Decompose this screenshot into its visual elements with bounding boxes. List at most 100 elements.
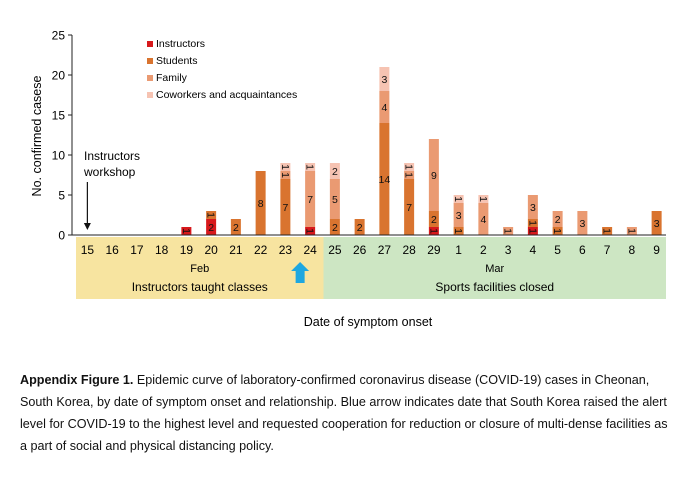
alert-level-arrow-icon [291,262,310,283]
bar-value-label: 9 [431,170,437,182]
bar-value-label: 1 [625,228,637,234]
legend: Instructors Students Family Coworkers and a… [147,38,297,101]
bar-value-label: 8 [258,198,264,210]
bar-value-label: 1 [304,164,316,170]
bar-students-29 [428,211,439,227]
y-tick-label: 0 [58,229,65,243]
bar-students-5 [552,227,563,235]
x-tick-label: 4 [530,243,537,257]
bar-value-label: 1 [452,196,464,202]
legend-label-3: Coworkers and acquaintances [156,89,297,101]
period-band-0 [76,237,324,299]
bar-students-20 [206,211,217,219]
bar-coworkers-27 [379,67,390,91]
bar-value-label: 1 [403,172,415,178]
bar-family-29 [428,139,439,211]
bar-coworkers-2 [478,195,489,203]
x-tick-label: 21 [229,243,243,257]
x-tick-label: 9 [653,243,660,257]
bar-instructors-4 [527,227,538,235]
bar-value-label: 1 [452,228,464,234]
x-axis-title: Date of symptom onset [304,315,433,329]
bar-family-8 [626,227,637,235]
bar-value-label: 1 [502,228,514,234]
bar-students-22 [255,171,266,235]
bar-family-25 [329,179,340,219]
x-tick-label: 2 [480,243,487,257]
period-bands: Instructors taught classes Sports facilit… [76,237,666,299]
bar-family-3 [503,227,514,235]
workshop-arrow-head [83,223,91,230]
bar-value-label: 7 [307,194,313,206]
bar-coworkers-1 [453,195,464,203]
bar-students-1 [453,227,464,235]
legend-swatch-3 [147,92,153,98]
period-band-1 [323,237,666,299]
bar-value-label: 7 [282,202,288,214]
bar-value-label: 4 [480,214,486,226]
y-tick-label: 10 [52,149,66,163]
x-tick-label: 22 [254,243,268,257]
bar-family-1 [453,203,464,227]
bar-value-label: 1 [304,228,316,234]
bar-students-4 [527,219,538,227]
legend-label-2: Family [156,72,188,84]
bar-coworkers-24 [305,163,316,171]
x-tick-label: 26 [353,243,367,257]
bar-students-23 [280,179,291,235]
y-tick-label: 15 [52,109,66,123]
bar-family-28 [404,171,415,179]
bar-students-25 [329,219,340,235]
bar-students-28 [404,179,415,235]
x-tick-label: 17 [130,243,144,257]
x-tick-label: 1 [455,243,462,257]
x-tick-label: 27 [378,243,392,257]
bar-students-26 [354,219,365,235]
x-tick-label: 16 [105,243,119,257]
bar-students-21 [230,219,241,235]
x-tick-label: 6 [579,243,586,257]
bar-value-label: 2 [233,222,239,234]
bar-students-27 [379,123,390,235]
bar-value-label: 1 [279,172,291,178]
month-label-feb: Feb [190,263,209,275]
x-tick-label: 3 [505,243,512,257]
x-tick-label: 8 [629,243,636,257]
bar-family-23 [280,171,291,179]
y-tick-label: 5 [58,189,65,203]
bar-students-9 [651,211,662,235]
x-tick-label: 18 [155,243,169,257]
month-label-mar: Mar [485,263,504,275]
bar-value-label: 1 [279,164,291,170]
epidemic-curve-chart: Instructors taught classes Sports facilit… [30,29,666,329]
x-tick-label: 7 [604,243,611,257]
bar-value-label: 1 [180,228,192,234]
x-tick-label: 19 [180,243,194,257]
bar-value-label: 3 [530,202,536,214]
bar-coworkers-25 [329,163,340,179]
period-label-0: Instructors taught classes [132,280,268,294]
legend-swatch-0 [147,41,153,47]
legend-label-1: Students [156,55,197,67]
bar-students-7 [602,227,613,235]
bar-value-label: 3 [381,74,387,86]
bar-value-label: 14 [379,174,391,186]
bar-family-2 [478,203,489,235]
bar-value-label: 4 [381,102,387,114]
workshop-annotation-line2: workshop [83,165,136,179]
bar-value-label: 1 [551,228,563,234]
bar-instructors-19 [181,227,192,235]
bar-value-label: 2 [431,214,437,226]
x-tick-label: 24 [303,243,317,257]
workshop-annotation-line1: Instructors [84,149,140,163]
bar-value-label: 2 [332,222,338,234]
bar-family-5 [552,211,563,227]
bar-value-label: 2 [332,166,338,178]
bar-value-label: 2 [208,222,214,234]
caption-label: Appendix Figure 1. [20,373,134,387]
bar-value-label: 1 [601,228,613,234]
bar-coworkers-28 [404,163,415,171]
bar-value-label: 1 [526,220,538,226]
y-axis-title: No. confirmed casese [30,76,44,197]
